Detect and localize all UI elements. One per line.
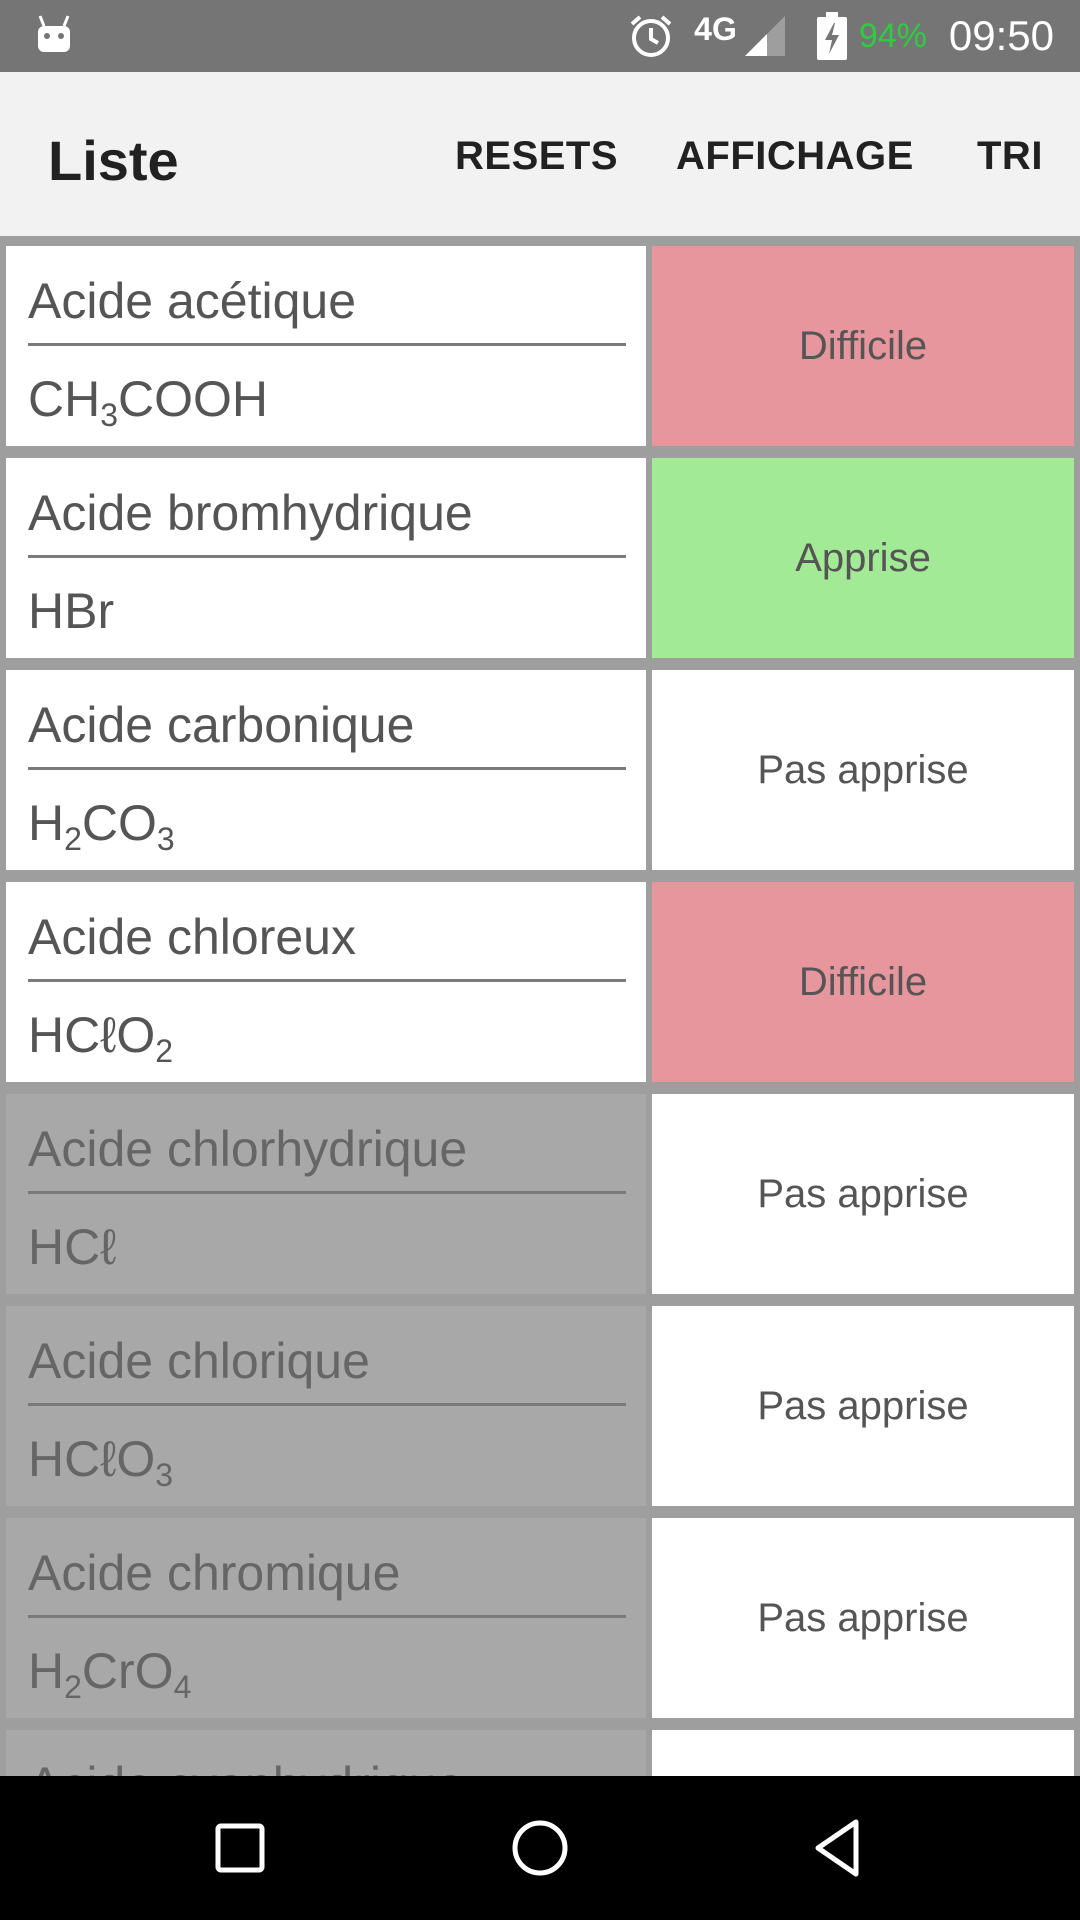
acid-formula: HBr (28, 583, 115, 639)
back-icon[interactable] (806, 1814, 874, 1882)
alarm-icon (630, 15, 672, 57)
list-item[interactable]: Acide chloreux HCℓO2 Difficile (0, 876, 1080, 1088)
page-title: Liste (48, 129, 179, 192)
acid-formula: HCℓ (28, 1219, 117, 1275)
acid-name-cell[interactable]: Acide chlorhydrique HCℓ (6, 1094, 646, 1294)
acid-name: Acide chlorique (28, 1333, 370, 1389)
acid-formula: CH3COOH (28, 371, 269, 433)
acid-name-cell[interactable]: Acide chromique H2CrO4 (6, 1518, 646, 1718)
battery-charging-icon (816, 12, 847, 60)
acid-name-cell[interactable]: Acide chlorique HCℓO3 (6, 1306, 646, 1506)
divider (28, 1191, 626, 1194)
tri-button[interactable]: TRI (977, 134, 1043, 178)
acid-formula: HCℓO2 (28, 1007, 174, 1069)
list-item[interactable]: Acide chromique H2CrO4 Pas apprise (0, 1512, 1080, 1724)
status-button-pas-apprise[interactable]: Pas apprise (652, 1306, 1074, 1506)
recent-apps-icon[interactable] (206, 1814, 274, 1882)
acid-name: Acide cyanhydrique (28, 1756, 464, 1776)
status-button-difficile[interactable]: Difficile (652, 882, 1074, 1082)
acid-name-cell[interactable]: Acide cyanhydrique (6, 1730, 646, 1776)
acid-formula: H2CrO4 (28, 1643, 192, 1705)
acid-name: Acide bromhydrique (28, 485, 473, 541)
list-item[interactable]: Acide carbonique H2CO3 Pas apprise (0, 664, 1080, 876)
acid-formula: HCℓO3 (28, 1431, 174, 1493)
status-button-pas-apprise[interactable]: Pas apprise (652, 1518, 1074, 1718)
acid-name-cell[interactable]: Acide carbonique H2CO3 (6, 670, 646, 870)
acid-name-cell[interactable]: Acide bromhydrique HBr (6, 458, 646, 658)
status-bar: 4G 94% 09:50 (0, 0, 1080, 72)
navigation-bar (0, 1776, 1080, 1920)
status-button-pas-apprise[interactable] (652, 1730, 1074, 1776)
acid-name-cell[interactable]: Acide chloreux HCℓO2 (6, 882, 646, 1082)
divider (28, 979, 626, 982)
clock: 09:50 (948, 12, 1054, 59)
divider (28, 1615, 626, 1618)
acid-name: Acide acétique (28, 273, 357, 329)
divider (28, 555, 626, 558)
list-item[interactable]: Acide chlorique HCℓO3 Pas apprise (0, 1300, 1080, 1512)
acid-name-cell[interactable]: Acide acétique CH3COOH (6, 246, 646, 446)
divider (28, 1403, 626, 1406)
app-toolbar: Liste RESETS AFFICHAGE TRI (0, 72, 1080, 240)
list-item[interactable]: Acide cyanhydrique (0, 1724, 1080, 1776)
affichage-button[interactable]: AFFICHAGE (676, 134, 914, 178)
resets-button[interactable]: RESETS (455, 134, 619, 178)
list-item[interactable]: Acide bromhydrique HBr Apprise (0, 452, 1080, 664)
acid-name: Acide chlorhydrique (28, 1121, 468, 1177)
battery-percent: 94% (858, 16, 927, 55)
list-item[interactable]: Acide acétique CH3COOH Difficile (0, 240, 1080, 452)
acid-formula: H2CO3 (28, 795, 175, 857)
acid-name: Acide carbonique (28, 697, 415, 753)
status-button-difficile[interactable]: Difficile (652, 246, 1074, 446)
divider (28, 343, 626, 346)
acid-list[interactable]: Acide acétique CH3COOH Difficile Acide brom… (0, 240, 1080, 1776)
network-type-label: 4G (694, 10, 737, 47)
status-button-pas-apprise[interactable]: Pas apprise (652, 670, 1074, 870)
android-icon (38, 15, 70, 52)
list-item[interactable]: Acide chlorhydrique HCℓ Pas apprise (0, 1088, 1080, 1300)
status-button-pas-apprise[interactable]: Pas apprise (652, 1094, 1074, 1294)
signal-icon (744, 16, 785, 56)
status-button-apprise[interactable]: Apprise (652, 458, 1074, 658)
acid-name: Acide chloreux (28, 909, 356, 965)
divider (28, 767, 626, 770)
home-icon[interactable] (506, 1814, 574, 1882)
acid-name: Acide chromique (28, 1545, 401, 1601)
